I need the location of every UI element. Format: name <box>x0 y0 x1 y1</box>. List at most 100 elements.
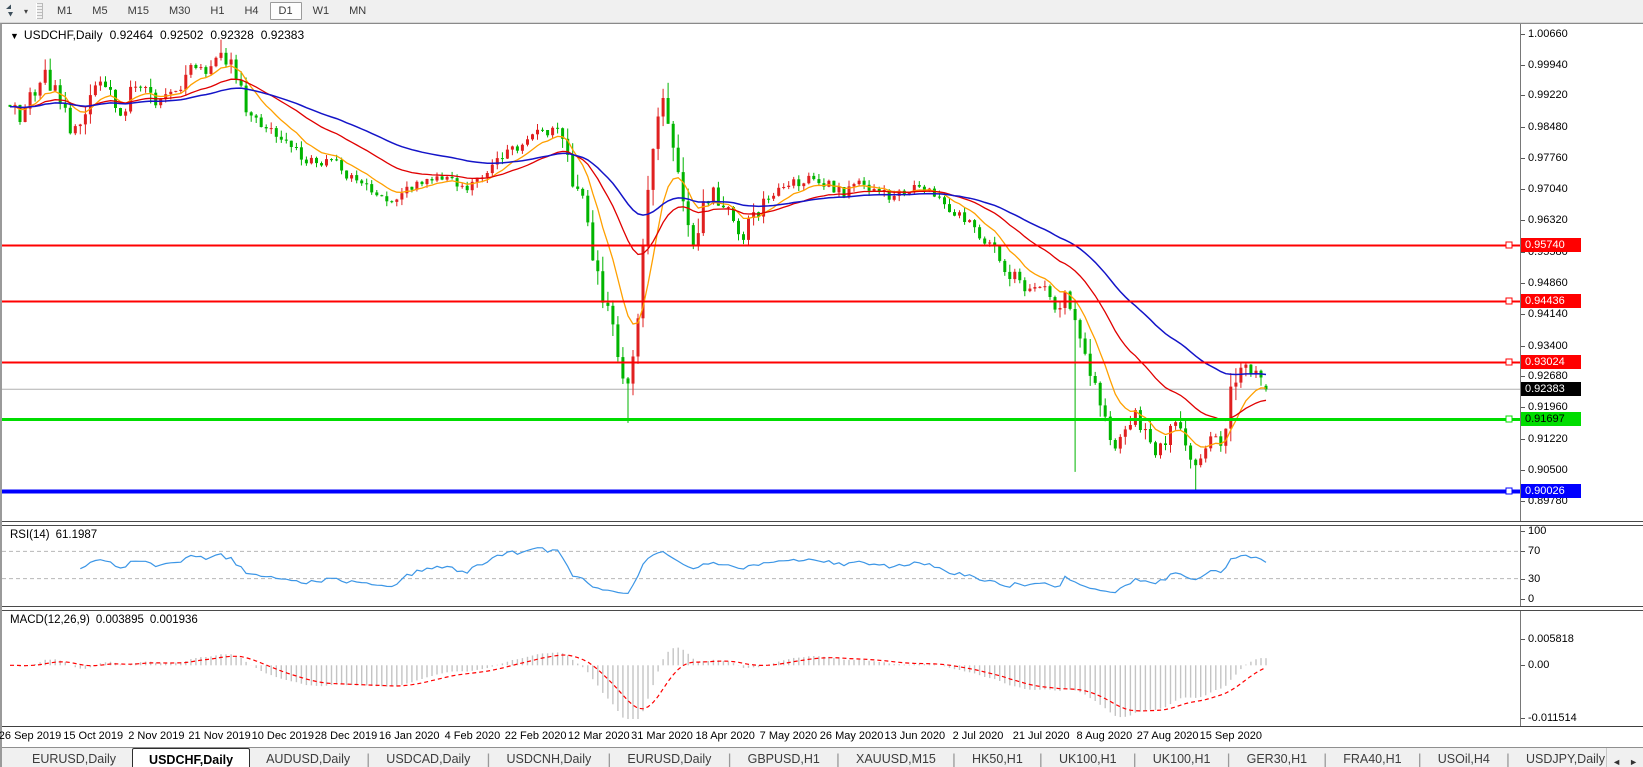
axis-tick-mark <box>1521 551 1525 552</box>
rsi-tick-label: 70 <box>1528 545 1541 557</box>
price-tick-label: 0.91960 <box>1528 401 1568 413</box>
horizontal-level-lines <box>2 241 1520 495</box>
timeframe-button-h4[interactable]: H4 <box>244 5 259 17</box>
timeframes-tool-icon[interactable] <box>2 3 20 19</box>
macd-plot[interactable] <box>2 611 1520 726</box>
rsi-tick-label: 30 <box>1528 573 1541 585</box>
chart-tab-usdcad-daily[interactable]: USDCAD,Daily <box>386 752 471 766</box>
date-label: 26 Sep 2019 <box>0 730 62 742</box>
moving-averages <box>9 65 1267 448</box>
date-label: 7 May 2020 <box>759 730 818 742</box>
timeframe-button-w1[interactable]: W1 <box>312 5 330 17</box>
timeframe-button-m1[interactable]: M1 <box>57 5 73 17</box>
tabs-scroll-right-button[interactable]: ► <box>1629 756 1638 767</box>
price-tick-label: 1.00660 <box>1528 28 1568 40</box>
level-price-badge: 0.91697 <box>1521 412 1581 426</box>
price-tick-label: 0.97760 <box>1528 152 1568 164</box>
chart-tab-uk100-h1[interactable]: UK100,H1 <box>1152 752 1211 766</box>
chart-tab-usdchf-daily[interactable]: USDCHF,Daily <box>132 748 251 767</box>
chart-tab-usoil-h4[interactable]: USOil,H4 <box>1437 752 1490 766</box>
date-label: 15 Oct 2019 <box>63 730 124 742</box>
chart-tab-gbpusd-h1[interactable]: GBPUSD,H1 <box>747 752 820 766</box>
axis-tick-mark <box>1521 127 1525 128</box>
rsi-tick-label: 0 <box>1528 593 1535 605</box>
macd-signal-line <box>10 654 1267 712</box>
date-label: 10 Dec 2019 <box>251 730 314 742</box>
toolbar-grip[interactable] <box>36 3 44 19</box>
time-axis-labels: 26 Sep 2019 15 Oct 2019 2 Nov 2019 21 Nov 2… <box>0 727 1520 747</box>
level-price-badge: 0.95740 <box>1521 238 1581 252</box>
rsi-axis[interactable]: 100 70 30 0 <box>1520 525 1643 606</box>
date-label: 15 Sep 2020 <box>1199 730 1262 742</box>
date-label: 16 Jan 2020 <box>378 730 440 742</box>
tab-divider: | <box>951 752 957 767</box>
tab-divider: | <box>366 752 371 767</box>
rsi-line <box>80 547 1267 595</box>
chart-tab-xauusd-m15[interactable]: XAUUSD,M15 <box>856 752 936 766</box>
date-label: 12 Mar 2020 <box>567 730 630 742</box>
date-label: 31 Mar 2020 <box>631 730 693 742</box>
tab-divider: | <box>486 752 491 767</box>
macd-axis[interactable]: 0.005818 0.00 -0.011514 <box>1520 611 1643 726</box>
axis-tick-mark <box>1521 531 1525 532</box>
chart-tab-usdcnh-daily[interactable]: USDCNH,Daily <box>506 752 592 766</box>
tab-divider: | <box>607 752 612 767</box>
chart-tab-uk100-h1[interactable]: UK100,H1 <box>1058 752 1117 766</box>
timeframe-button-h1[interactable]: H1 <box>210 5 225 17</box>
date-label: 27 Aug 2020 <box>1136 730 1199 742</box>
macd-main-value: 0.003895 <box>95 614 144 626</box>
tab-divider: | <box>727 752 732 767</box>
date-label: 21 Nov 2019 <box>188 730 251 742</box>
timeframe-button-m5[interactable]: M5 <box>92 5 108 17</box>
date-label: 18 Apr 2020 <box>695 730 755 742</box>
axis-tick-mark <box>1521 470 1525 471</box>
axis-tick-mark <box>1521 376 1525 377</box>
rsi-plot[interactable] <box>2 526 1520 606</box>
axis-tick-mark <box>1521 189 1525 190</box>
axis-tick-mark <box>1521 283 1525 284</box>
price-tick-label: 0.89780 <box>1528 495 1568 507</box>
date-label: 21 Jul 2020 <box>1012 730 1070 742</box>
timeframe-button-m15[interactable]: M15 <box>127 5 149 17</box>
date-label: 26 May 2020 <box>819 730 884 742</box>
price-tick-label: 0.96320 <box>1528 214 1568 226</box>
price-axis[interactable]: 1.00660 0.99940 0.99220 0.98480 0.97760 0.970… <box>1520 24 1643 521</box>
chart-tab-hk50-h1[interactable]: HK50,H1 <box>972 752 1023 766</box>
chart-tab-usdjpy-daily[interactable]: USDJPY,Daily <box>1526 752 1605 766</box>
chart-tab-audusd-daily[interactable]: AUDUSD,Daily <box>266 752 351 766</box>
tab-divider: | <box>1038 752 1043 767</box>
axis-tick-mark <box>1521 314 1525 315</box>
toolbar: ▾ M1 M5 M15 M30 H1 H4 D1 W1 MN <box>0 0 1643 23</box>
date-label: 2 Jul 2020 <box>952 730 1004 742</box>
axis-tick-mark <box>1521 95 1525 96</box>
panel-divider[interactable] <box>2 606 1643 611</box>
price-tick-label: 0.91220 <box>1528 433 1568 445</box>
tab-divider: | <box>1132 752 1137 767</box>
level-price-badge: 0.90026 <box>1521 484 1581 498</box>
collapse-icon[interactable]: ▼ <box>10 31 19 41</box>
main-chart-panel: ▼ USDCHF,Daily 0.92464 0.92502 0.92328 0.9238… <box>2 24 1643 521</box>
macd-signal-value: 0.001936 <box>149 614 198 626</box>
panel-divider[interactable] <box>2 521 1643 526</box>
chart-tab-eurusd-daily[interactable]: EURUSD,Daily <box>627 752 712 766</box>
chart-tab-fra40-h1[interactable]: FRA40,H1 <box>1343 752 1402 766</box>
tool-dropdown-caret[interactable]: ▾ <box>24 6 29 16</box>
timeframe-button-m30[interactable]: M30 <box>168 5 191 17</box>
chart-tab-ger30-h1[interactable]: GER30,H1 <box>1246 752 1308 766</box>
tab-divider: | <box>1417 752 1422 767</box>
price-chart-plot[interactable] <box>2 24 1520 521</box>
ohlc-low: 0.92328 <box>210 28 254 42</box>
date-label: 13 Jun 2020 <box>884 730 946 742</box>
timeframe-button-d1[interactable]: D1 <box>269 2 302 20</box>
chart-window: ▼ USDCHF,Daily 0.92464 0.92502 0.92328 0.9238… <box>0 23 1643 767</box>
price-tick-label: 0.92680 <box>1528 370 1568 382</box>
date-label: 22 Feb 2020 <box>504 730 567 742</box>
chart-tab-bar: EURUSD,Daily USDCHF,Daily AUDUSD,Daily | USD… <box>2 747 1643 767</box>
axis-tick-mark <box>1521 579 1525 580</box>
macd-tick-label: 0.005818 <box>1528 633 1574 645</box>
time-axis[interactable]: 26 Sep 2019 15 Oct 2019 2 Nov 2019 21 Nov 2… <box>0 726 1643 747</box>
timeframe-button-mn[interactable]: MN <box>349 5 367 17</box>
chart-tab-eurusd-daily[interactable]: EURUSD,Daily <box>32 752 117 766</box>
tabs-scroll-left-button[interactable]: ◄ <box>1612 756 1622 767</box>
